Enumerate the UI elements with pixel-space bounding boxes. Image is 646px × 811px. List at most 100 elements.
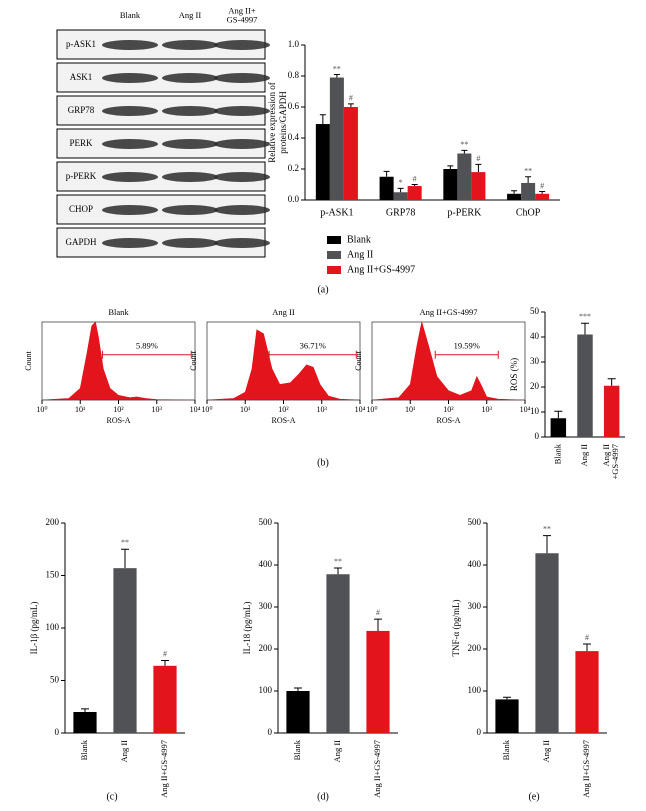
gate-label: 5.89% [136, 341, 158, 351]
y-tick-label: 40 [530, 331, 540, 341]
legend-swatch [327, 236, 341, 244]
legend-label: Ang II [347, 249, 373, 260]
bar [457, 153, 472, 200]
x-tick-label: Ang II+GS-4997 [372, 740, 382, 798]
significance-label: # [376, 608, 380, 617]
blot-band [162, 73, 218, 83]
y-tick-label: 0.4 [288, 132, 300, 142]
bar [495, 699, 519, 733]
bar [550, 418, 567, 437]
chart-title: Ang II [272, 307, 295, 317]
legend-swatch [327, 266, 341, 274]
blot-band [214, 106, 270, 116]
y-tick-label: 0 [535, 431, 540, 441]
blot-band [102, 40, 158, 50]
blot-band [102, 238, 158, 248]
significance-label: ** [121, 538, 129, 547]
bar [73, 712, 97, 733]
error-bar [334, 567, 342, 575]
x-tick-label: 10⁴ [190, 405, 201, 414]
bar [407, 186, 422, 200]
histogram-area [41, 321, 196, 401]
bar [535, 553, 559, 733]
error-bar [543, 535, 551, 554]
blot-band [214, 73, 270, 83]
blot-band [102, 205, 158, 215]
blot-band [214, 40, 270, 50]
blot-band [162, 40, 218, 50]
y-tick-label: 20 [530, 381, 540, 391]
bar [113, 568, 137, 733]
lane-label: Blank [120, 10, 141, 20]
x-tick-label: 10⁰ [36, 405, 47, 414]
error-bar [525, 176, 532, 183]
x-axis-label: ROS-A [271, 416, 295, 425]
x-tick-label: Ang II+GS-4997 [601, 444, 620, 480]
bar [577, 334, 593, 437]
y-tick-label: 300 [259, 601, 273, 611]
y-tick-label: 100 [259, 685, 273, 695]
blot-band [102, 139, 158, 149]
bar [521, 182, 536, 200]
x-tick-label: 10² [443, 405, 454, 414]
error-bar [581, 322, 589, 335]
blot-band [102, 172, 158, 182]
panel-label: (e) [528, 791, 539, 802]
y-tick-label: 200 [46, 517, 60, 527]
x-axis-label: ROS-A [106, 416, 130, 425]
y-tick-label: 50 [50, 675, 60, 685]
lane-label: Ang II+ GS-4997 [227, 5, 258, 24]
gate-label: 36.71% [300, 341, 326, 351]
x-tick-label: Ang II [119, 740, 129, 763]
error-bar [511, 190, 518, 194]
x-tick-label: 10¹ [240, 405, 251, 414]
significance-label: *** [579, 312, 591, 321]
legend-label: Ang II+GS-4997 [347, 264, 415, 275]
significance-label: ** [524, 167, 532, 176]
y-tick-label: 0.2 [288, 163, 299, 173]
x-tick-label: 10¹ [405, 405, 416, 414]
y-tick-label: 150 [46, 570, 60, 580]
histogram-area [371, 321, 526, 401]
y-tick-label: 1.0 [288, 39, 300, 49]
row-label: PERK [69, 138, 93, 148]
bar [286, 691, 310, 733]
error-bar [607, 378, 616, 386]
y-axis-label: Relative expression of [267, 82, 277, 162]
blot-band [214, 139, 270, 149]
x-tick-label: ChOP [516, 207, 541, 218]
bar [603, 385, 620, 437]
error-bar [475, 163, 482, 173]
error-bar [554, 410, 563, 419]
x-tick-label: p-ASK1 [320, 207, 353, 218]
significance-label: ** [333, 64, 341, 73]
bar [315, 124, 330, 200]
error-bar [383, 170, 390, 177]
y-tick-label: 0.6 [288, 101, 300, 111]
y-tick-label: 50 [530, 306, 540, 316]
significance-label: ** [460, 140, 468, 149]
significance-label: # [349, 94, 353, 103]
x-tick-label: 10⁰ [366, 405, 377, 414]
error-bar [294, 687, 302, 691]
y-axis-label: ROS (%) [509, 358, 519, 391]
significance-label: * [399, 178, 403, 187]
row-label: GRP78 [68, 105, 95, 115]
bar [329, 77, 344, 200]
y-axis-label: IL-1β (pg/mL) [29, 602, 39, 655]
plot-frame [371, 321, 526, 401]
significance-label: # [540, 181, 544, 190]
error-bar [121, 548, 129, 569]
y-axis-label: IL-18 (pg/mL) [242, 602, 252, 655]
y-tick-label: 500 [468, 517, 482, 527]
y-axis-label: Count [24, 350, 33, 370]
bar [393, 192, 408, 200]
y-tick-label: 400 [468, 559, 482, 569]
gate-label: 19.59% [454, 341, 480, 351]
blot-band [102, 73, 158, 83]
x-tick-label: 10³ [317, 405, 328, 414]
row-label: p-PERK [66, 171, 97, 181]
bar [343, 107, 358, 200]
x-tick-label: 10³ [152, 405, 163, 414]
